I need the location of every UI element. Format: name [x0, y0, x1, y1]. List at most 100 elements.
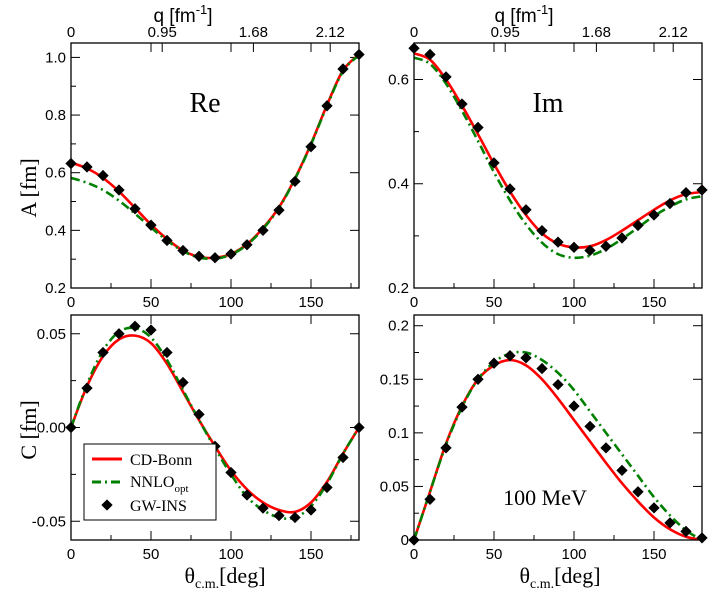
y-axis-label-c: C [fm] [16, 400, 41, 459]
gwins-marker [289, 511, 301, 524]
x-tick-label: 50 [486, 294, 503, 311]
y-tick-label: 0.6 [45, 165, 66, 182]
gwins-marker [97, 169, 109, 182]
gwins-marker [552, 378, 564, 391]
gwins-marker [456, 401, 468, 413]
gwins-marker [145, 324, 157, 336]
gwins-marker [177, 244, 189, 257]
x-axis-label-left: θc.m.[deg] [184, 563, 265, 592]
gwins-marker [648, 502, 660, 514]
gwins-marker [241, 239, 253, 251]
gwins-marker [520, 352, 532, 364]
gwins-marker [193, 250, 205, 262]
gwins-marker [273, 509, 285, 522]
y-tick-label: 0.2 [45, 280, 66, 297]
y-tick-label: 0.4 [388, 176, 409, 193]
y-tick-label: 1.0 [45, 49, 66, 66]
legend: CD-Bonn NNLOopt GW-INS [83, 443, 217, 521]
x-axis-label-right: θc.m.[deg] [519, 563, 600, 592]
gwins-marker [209, 252, 221, 264]
x-tick-label: 0 [67, 546, 75, 563]
gwins-marker [536, 225, 548, 237]
nnlo-line [414, 56, 702, 260]
panel-title: Im [532, 88, 563, 119]
y-tick-label: -0.05 [32, 513, 66, 530]
y-tick-label: 0.8 [45, 107, 66, 124]
gwins-marker [337, 451, 349, 464]
gwins-marker [241, 489, 253, 501]
y-tick-label: 0.00 [37, 420, 66, 437]
gwins-marker [129, 320, 141, 332]
top-axis-label-left: q [fm-1] [153, 2, 212, 27]
gwins-marker [81, 382, 93, 394]
gwins-marker [568, 400, 580, 412]
q-tick-label: 0 [410, 24, 418, 41]
x-tick-label: 50 [486, 546, 503, 563]
y-tick-label: 0.05 [37, 326, 66, 343]
legend-label-gwins: GW-INS [130, 498, 187, 515]
gwins-marker [193, 408, 205, 421]
x-tick-label: 150 [298, 294, 323, 311]
y-tick-label: 0 [401, 532, 409, 549]
x-tick-label: 100 [218, 546, 243, 563]
gwins-marker [177, 376, 189, 389]
cdbonn-line [414, 52, 702, 249]
gwins-marker [520, 204, 532, 216]
gwins-marker [664, 517, 676, 529]
x-tick-label: 50 [143, 294, 160, 311]
gwins-marker [161, 234, 173, 247]
x-tick-label: 100 [561, 294, 586, 311]
y-axis-label-a: A [fm] [16, 158, 41, 217]
x-tick-label: 150 [641, 546, 666, 563]
panel-title: Re [189, 88, 220, 119]
q-tick-label: 2.12 [659, 24, 688, 41]
q-tick-label: 1.68 [239, 24, 268, 41]
y-tick-label: 0.2 [388, 318, 409, 335]
x-tick-label: 0 [67, 294, 75, 311]
panel-frame [413, 314, 703, 541]
gwins-marker [81, 161, 93, 173]
x-tick-label: 150 [298, 546, 323, 563]
gwins-marker [321, 100, 333, 112]
gwins-marker [600, 442, 612, 454]
gwins-marker [225, 248, 237, 260]
gwins-marker [257, 502, 269, 514]
nnlo-line [71, 54, 359, 261]
x-tick-label: 100 [218, 294, 243, 311]
y-tick-label: 0.1 [388, 425, 409, 442]
gwins-marker [680, 186, 692, 199]
gwins-marker [161, 346, 173, 359]
gwins-marker [680, 525, 692, 538]
panel-c-re: 0 50 100 150 -0.05 0.00 0.05 [32, 314, 365, 563]
y-tick-label: 0.05 [380, 478, 409, 495]
gwins-marker [568, 241, 580, 253]
gwins-marker [440, 442, 452, 454]
panel-annotation: 100 MeV [503, 485, 587, 510]
panel-a-im: 0 50 100 150 0.2 0.4 0.6 0 0.95 1.68 2.12 Im [388, 24, 708, 311]
panel-frame [70, 314, 360, 541]
q-tick-label: 0 [67, 24, 75, 41]
legend-label-cdbonn: CD-Bonn [130, 452, 192, 469]
q-tick-label: 1.68 [582, 24, 611, 41]
y-tick-label: 0.15 [380, 371, 409, 388]
plot-area [71, 53, 359, 261]
gwins-marker [488, 157, 500, 169]
q-tick-label: 0.95 [148, 24, 177, 41]
gwins-marker [472, 121, 484, 134]
gwins-marker [616, 464, 628, 477]
gwins-marker [225, 466, 237, 479]
gwins-marker [305, 504, 317, 516]
q-tick-label: 2.12 [316, 24, 345, 41]
plot-area [414, 52, 702, 260]
y-tick-label: 0.4 [45, 222, 66, 239]
cdbonn-line [71, 53, 359, 260]
gwins-marker [584, 420, 596, 433]
x-tick-label: 0 [410, 546, 418, 563]
x-tick-label: 150 [641, 294, 666, 311]
legend-label-nnlo: NNLOopt [130, 474, 189, 495]
q-tick-label: 0.95 [491, 24, 520, 41]
x-tick-label: 0 [410, 294, 418, 311]
